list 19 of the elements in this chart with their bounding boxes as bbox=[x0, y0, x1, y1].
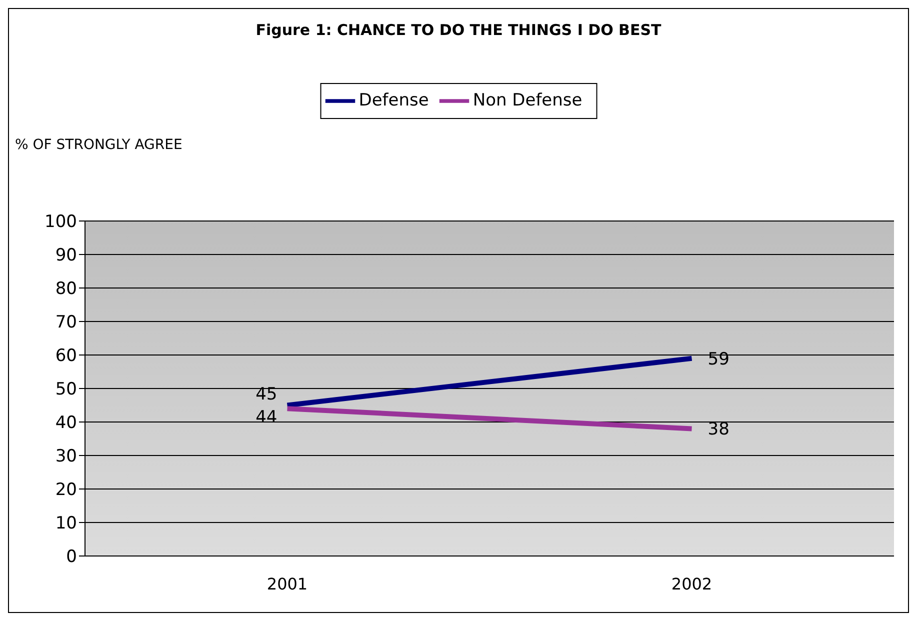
x-tick-label: 2001 bbox=[266, 574, 308, 594]
x-tick-label: 2002 bbox=[671, 574, 712, 594]
y-tick-label: 60 bbox=[55, 346, 77, 366]
chart-title: Figure 1: CHANCE TO DO THE THINGS I DO BEST bbox=[254, 21, 662, 39]
y-tick-label: 20 bbox=[55, 480, 77, 500]
y-tick-label: 0 bbox=[66, 547, 77, 568]
legend-label: Non Defense bbox=[472, 90, 582, 111]
y-tick-label: 10 bbox=[55, 514, 77, 534]
y-tick-label: 80 bbox=[55, 279, 77, 300]
y-tick-label: 70 bbox=[55, 312, 77, 333]
data-label: 38 bbox=[708, 420, 730, 440]
y-tick-label: 40 bbox=[55, 413, 77, 434]
y-tick-label: 90 bbox=[55, 246, 77, 266]
y-axis-title: % OF STRONGLY AGREE bbox=[15, 137, 182, 153]
legend-label: Defense bbox=[358, 90, 429, 111]
y-tick-label: 30 bbox=[55, 446, 77, 467]
y-tick-label: 100 bbox=[44, 212, 77, 232]
data-label: 44 bbox=[256, 408, 278, 428]
y-tick-label: 50 bbox=[55, 380, 77, 400]
